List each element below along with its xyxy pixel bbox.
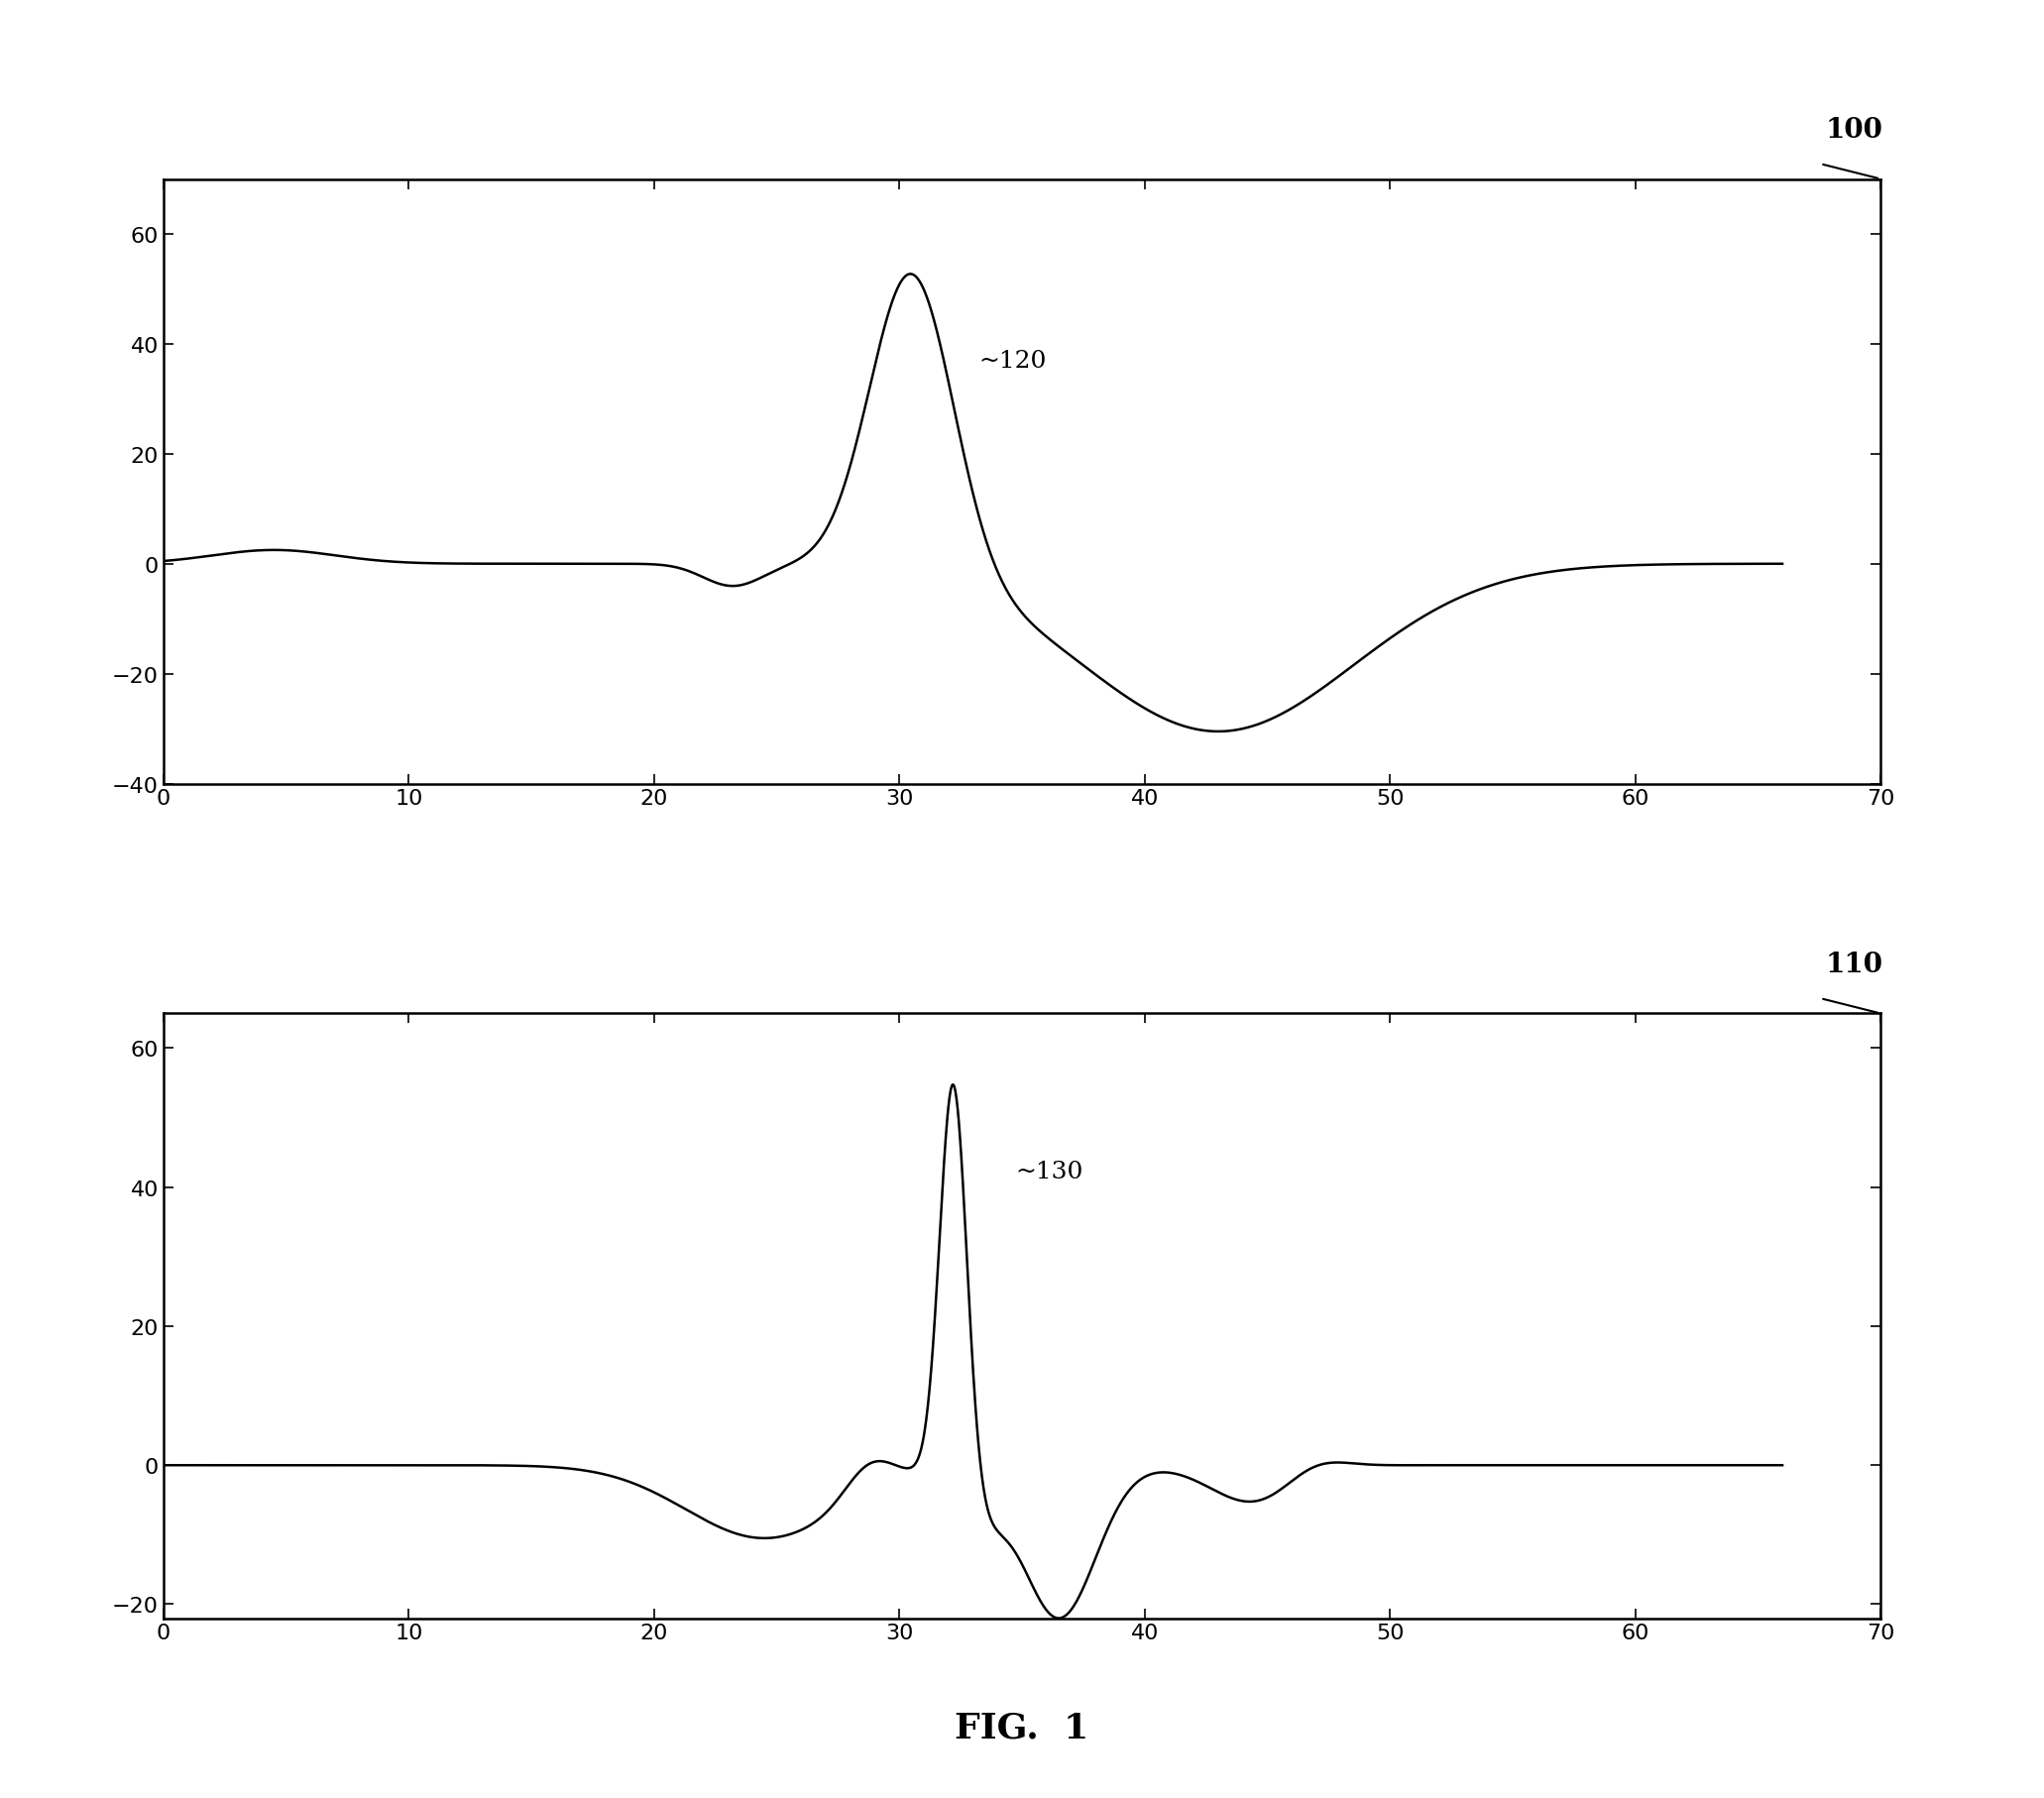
Text: 100: 100 [1825, 117, 1883, 144]
Text: ~130: ~130 [1016, 1160, 1083, 1183]
Text: 110: 110 [1825, 951, 1883, 978]
Text: ~120: ~120 [979, 351, 1047, 372]
Text: FIG.  1: FIG. 1 [955, 1710, 1089, 1744]
